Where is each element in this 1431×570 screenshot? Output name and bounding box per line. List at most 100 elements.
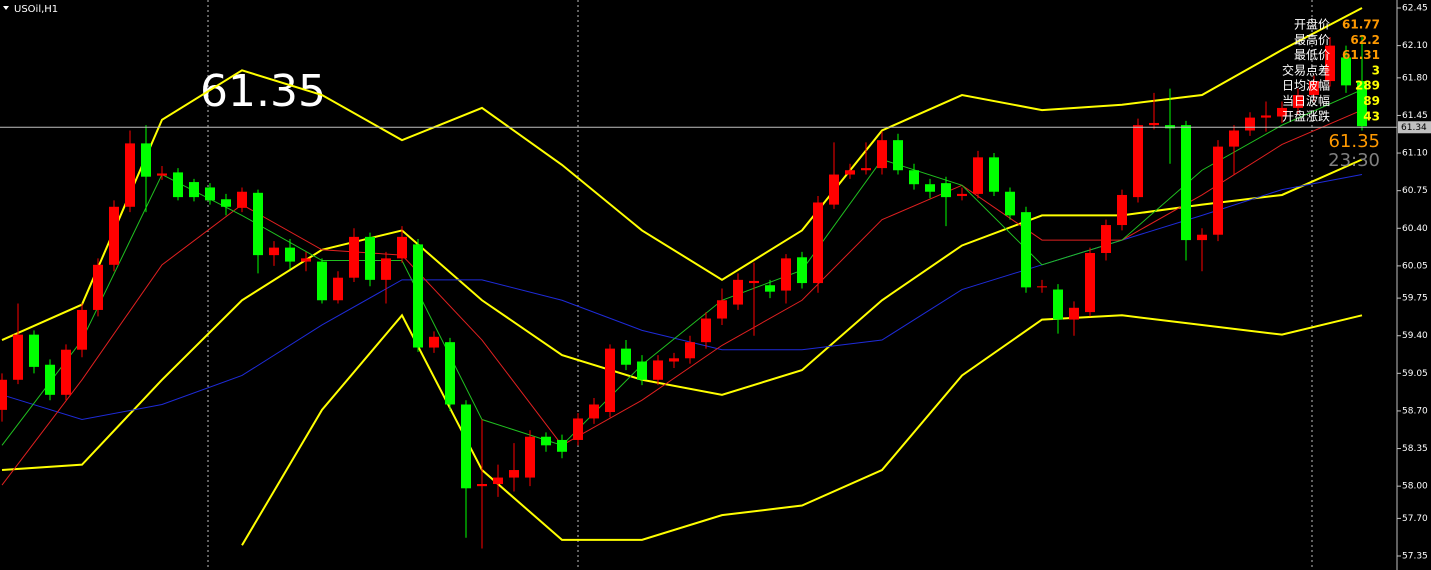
y-tick-label: 58.70 (1402, 406, 1428, 416)
chart-title: USOil,H1 (14, 4, 58, 15)
candle-body (589, 404, 599, 419)
candle-body (1117, 194, 1127, 226)
candle-body (973, 157, 983, 194)
info-label: 交易点差 (1282, 62, 1330, 77)
current-price-box (1398, 121, 1431, 134)
y-tick-label: 59.75 (1402, 294, 1428, 304)
candle-body (797, 257, 807, 284)
candle-body (669, 358, 679, 362)
candle-body (1341, 57, 1351, 86)
y-tick-label: 61.80 (1402, 73, 1428, 83)
indicator-line (1, 174, 1363, 421)
info-value: 289 (1355, 79, 1380, 93)
candle-body (237, 191, 247, 208)
y-tick-label: 57.70 (1402, 514, 1428, 524)
candle-body (1261, 115, 1271, 118)
y-tick-label: 62.45 (1402, 4, 1428, 14)
y-tick-label: 58.35 (1402, 444, 1428, 454)
candle-body (109, 206, 119, 265)
y-tick-label: 59.05 (1402, 369, 1428, 379)
candle-body (77, 309, 87, 350)
candle-body (509, 470, 519, 478)
candle-body (1149, 122, 1159, 126)
candle-body (1053, 289, 1063, 320)
candle-body (461, 404, 471, 489)
candle-body (493, 477, 503, 485)
candle-body (733, 279, 743, 305)
candle-body (925, 184, 935, 192)
candle-body (349, 236, 359, 278)
candle-body (765, 285, 775, 292)
candle-body (61, 349, 71, 395)
candle-body (93, 264, 103, 310)
candle-body (653, 360, 663, 380)
y-tick-label: 60.40 (1402, 224, 1428, 234)
candle-body (1037, 286, 1047, 288)
candle-body (397, 236, 407, 259)
y-tick-label: 61.45 (1402, 111, 1428, 121)
candle-body (541, 436, 551, 446)
y-tick-label: 57.35 (1402, 552, 1428, 562)
candle-body (1197, 234, 1207, 241)
candle-body (1245, 117, 1255, 131)
candle-body (1325, 45, 1335, 82)
candle-body (381, 258, 391, 280)
info-label: 最低价 (1294, 48, 1330, 62)
candle-body (333, 277, 343, 301)
indicator-line (1, 158, 1363, 472)
info-label: 当日波幅 (1282, 93, 1330, 108)
indicator-line (1, 89, 1363, 446)
indicator-line (241, 313, 1363, 546)
candle-body (285, 247, 295, 262)
candle-body (1005, 191, 1015, 216)
y-tick-label: 61.10 (1402, 149, 1428, 159)
candle-body (701, 318, 711, 343)
candle-body (29, 334, 39, 367)
candle-body (557, 439, 567, 452)
candle-body (893, 140, 903, 171)
candle-body (1101, 225, 1111, 253)
info-label: 最高价 (1294, 32, 1330, 47)
timer-label: 23:30 (1328, 150, 1380, 171)
candle-body (829, 174, 839, 205)
candle-body (909, 170, 919, 185)
candle-body (813, 202, 823, 284)
candle-body (173, 172, 183, 198)
candle-body (605, 348, 615, 413)
info-label: 日均波幅 (1282, 78, 1330, 93)
bid-label: 61.35 (1328, 131, 1380, 152)
candle-body (861, 168, 871, 171)
indicator-line (1, 109, 1363, 486)
menu-arrow (3, 6, 9, 10)
candle-body (621, 348, 631, 365)
candle-body (525, 436, 535, 478)
candle-body (269, 247, 279, 256)
big-price: 61.35 (200, 66, 326, 117)
candle-body (957, 193, 967, 197)
y-tick-label: 60.75 (1402, 186, 1428, 196)
candle-body (637, 361, 647, 380)
info-label: 开盘涨跌 (1282, 108, 1330, 123)
candle-body (1213, 146, 1223, 235)
candle-body (1133, 125, 1143, 198)
candle-body (1229, 130, 1239, 147)
candle-body (445, 342, 455, 405)
info-value: 61.77 (1342, 18, 1380, 32)
candle-body (1165, 125, 1175, 129)
candle-body (845, 170, 855, 175)
candle-body (573, 418, 583, 440)
candle-body (317, 261, 327, 301)
y-tick-label: 59.40 (1402, 331, 1428, 341)
candle-body (1021, 212, 1031, 288)
info-label: 开盘价 (1294, 17, 1330, 32)
candle-body (1309, 81, 1319, 96)
candle-body (365, 236, 375, 280)
candle-body (189, 182, 199, 198)
candle-body (413, 244, 423, 348)
candle-body (221, 199, 231, 207)
candle-body (157, 173, 167, 176)
y-tick-label: 60.05 (1402, 261, 1428, 271)
indicator-line (1, 7, 1363, 341)
candle-body (781, 258, 791, 291)
